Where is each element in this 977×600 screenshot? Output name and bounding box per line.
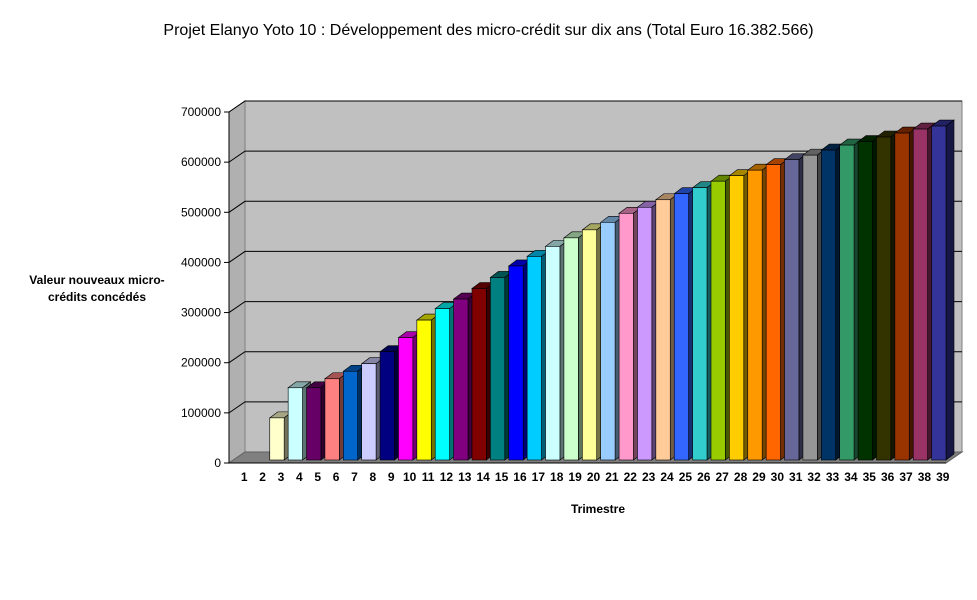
bar-front-face <box>802 154 818 461</box>
x-tick-label: 13 <box>458 470 472 484</box>
x-tick-label: 27 <box>716 470 730 484</box>
y-tick-label: 0 <box>214 456 221 470</box>
x-tick-label: 4 <box>296 470 303 484</box>
x-tick-label: 22 <box>624 470 638 484</box>
bar-front-face <box>637 206 653 461</box>
bar-front-face <box>343 370 358 461</box>
x-tick-label: 20 <box>587 470 601 484</box>
x-tick-label: 26 <box>697 470 711 484</box>
bar-front-face <box>931 125 947 461</box>
bar-9 <box>379 345 404 461</box>
bars <box>268 119 955 461</box>
bar-front-face <box>416 319 432 461</box>
x-tick-label: 6 <box>333 470 340 484</box>
bar-front-face <box>526 256 542 461</box>
y-axis: 0 100000 200000 300000 400000 500000 600000 700… <box>181 105 230 470</box>
bar-front-face <box>912 128 928 461</box>
x-tick-label: 5 <box>314 470 321 484</box>
bar-front-face <box>673 193 689 461</box>
x-tick-label: 11 <box>422 470 435 484</box>
bar-front-face <box>692 187 708 461</box>
y-tick-label: 500000 <box>181 205 221 219</box>
x-tick-label: 15 <box>495 470 509 484</box>
x-tick-label: 30 <box>771 470 785 484</box>
bar-front-face <box>821 149 836 461</box>
x-tick-label: 18 <box>550 470 564 484</box>
bar-front-face <box>269 417 285 461</box>
bar-front-face <box>508 265 524 461</box>
x-tick-label: 12 <box>440 470 454 484</box>
x-tick-label: 8 <box>370 470 377 484</box>
bar-front-face <box>876 136 892 461</box>
bar-front-face <box>324 378 340 461</box>
x-tick-label: 33 <box>826 470 840 484</box>
bar-front-face <box>398 337 414 461</box>
bar-front-face <box>747 169 763 461</box>
x-tick-label: 29 <box>752 470 766 484</box>
y-tick-label: 700000 <box>181 105 221 119</box>
x-tick-label: 37 <box>899 470 913 484</box>
x-tick-label: 1 <box>241 470 248 484</box>
bar-front-face <box>434 308 450 461</box>
y-tick-label: 600000 <box>181 155 221 169</box>
x-tick-label: 21 <box>605 470 619 484</box>
x-tick-label: 10 <box>403 470 417 484</box>
x-tick-label: 2 <box>259 470 266 484</box>
bar-front-face <box>453 298 469 461</box>
x-tick-label: 19 <box>568 470 582 484</box>
gridline <box>228 150 962 163</box>
x-tick-label: 25 <box>679 470 693 484</box>
bar-front-face <box>655 199 671 461</box>
x-tick-label: 39 <box>936 470 950 484</box>
bar-front-face <box>379 351 395 461</box>
y-tick-label: 200000 <box>181 356 221 370</box>
y-axis-label: Valeur nouveaux micro-crédits concédés <box>29 273 165 304</box>
bar-front-face <box>894 132 910 461</box>
x-tick-label: 14 <box>477 470 491 484</box>
bar-front-face <box>765 164 781 461</box>
x-tick-label: 31 <box>789 470 803 484</box>
gridline <box>228 100 962 113</box>
y-tick-label: 400000 <box>181 255 221 269</box>
bar-front-face <box>471 288 487 461</box>
bar-front-face <box>361 363 377 461</box>
bar-front-face <box>857 141 873 461</box>
x-tick-label: 24 <box>660 470 674 484</box>
bar-front-face <box>839 144 855 461</box>
x-tick-label: 35 <box>863 470 877 484</box>
x-tick-label: 3 <box>278 470 285 484</box>
chart-title: Projet Elanyo Yoto 10 : Développement de… <box>163 22 814 39</box>
bar-front-face <box>618 212 634 461</box>
x-tick-label: 38 <box>918 470 932 484</box>
bar-front-face <box>563 237 579 461</box>
side-wall <box>228 100 246 464</box>
x-tick-label: 36 <box>881 470 895 484</box>
x-axis-label: Trimestre <box>570 502 626 516</box>
bar-39 <box>930 119 955 461</box>
x-tick-label: 32 <box>807 470 821 484</box>
y-tick-label: 300000 <box>181 306 221 320</box>
x-tick-label: 16 <box>513 470 527 484</box>
y-tick-label: 100000 <box>181 406 221 420</box>
x-tick-label: 34 <box>844 470 858 484</box>
bar-front-face <box>306 387 322 461</box>
x-tick-label: 17 <box>532 470 546 484</box>
bar-front-face <box>490 277 506 461</box>
x-tick-label: 7 <box>351 470 358 484</box>
bar-front-face <box>287 387 303 461</box>
bar-front-face <box>600 222 616 461</box>
bar-front-face <box>582 229 597 461</box>
x-tick-label: 9 <box>388 470 395 484</box>
bar-front-face <box>729 175 745 461</box>
x-axis: 1 2 3 4 5 6 7 8 9 10 11 12 13 14 15 16 17 18 19 20 21 22 23 24 2… <box>229 462 950 484</box>
x-tick-label: 28 <box>734 470 748 484</box>
x-tick-label: 23 <box>642 470 656 484</box>
bar-front-face <box>545 246 561 461</box>
bar-side-face <box>945 119 955 461</box>
bar-front-face <box>710 180 726 461</box>
bar-front-face <box>784 159 800 461</box>
